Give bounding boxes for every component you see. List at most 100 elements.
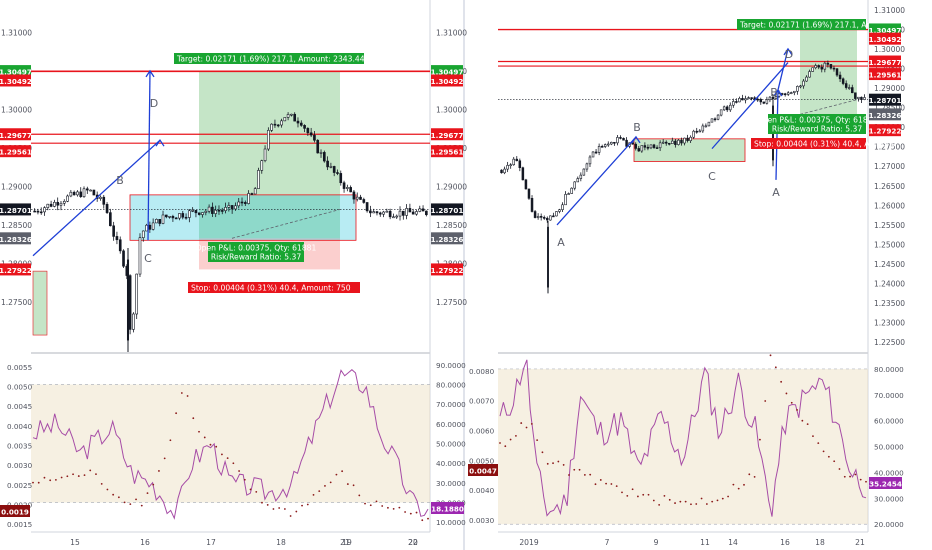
candle-body	[276, 124, 280, 127]
y-tick-label: 1.28500	[874, 104, 905, 113]
indicator-dot	[663, 494, 666, 497]
candle	[671, 137, 674, 144]
candle-body	[732, 101, 735, 106]
indicator-tick-right: 10.0000	[436, 518, 466, 527]
indicator-badge-right-bg	[869, 477, 902, 489]
candle	[661, 139, 665, 145]
indicator-dot	[381, 505, 384, 507]
candle-body	[214, 209, 218, 214]
y-tick-label: 1.29000	[874, 84, 905, 93]
candle	[512, 156, 515, 166]
candle-body	[395, 215, 399, 218]
candle-body	[253, 188, 257, 195]
candle	[346, 184, 349, 192]
candle-body	[744, 98, 747, 101]
y-tick-label: 1.29000	[436, 182, 467, 191]
indicator-dot	[272, 508, 275, 510]
candle-body	[46, 203, 50, 208]
candle-body	[610, 141, 613, 145]
candle	[683, 137, 686, 146]
candle-body	[701, 125, 705, 132]
candle-body	[43, 207, 46, 213]
indicator-tick-right: 40.0000	[436, 459, 466, 468]
indicator-dot	[198, 430, 200, 433]
left-price-badge-1.28326-bg	[0, 232, 31, 245]
candle-body	[352, 191, 356, 200]
y-tick-label: 1.22500	[874, 338, 905, 347]
indicator-dot	[711, 500, 714, 503]
indicator-dot	[106, 488, 109, 491]
pnl-label-bg	[208, 242, 304, 262]
candle-body	[267, 130, 270, 150]
y-tick-label: 1.27000	[874, 162, 905, 171]
candle-body	[603, 144, 607, 147]
y-tick-label: 1.27500	[436, 298, 467, 307]
indicator-dot	[37, 481, 40, 484]
candle-body	[372, 211, 376, 214]
candle	[181, 211, 185, 220]
indicator-dot	[812, 435, 814, 438]
candle	[148, 221, 152, 233]
arrow-head	[155, 139, 165, 147]
candle	[603, 143, 607, 149]
indicator-dot	[525, 426, 528, 429]
candle	[319, 149, 323, 158]
price-badge-1.30492-text: 1.30492	[431, 77, 464, 86]
indicator-dot	[568, 474, 570, 476]
price-badge-1.29677-text: 1.29677	[869, 58, 902, 67]
candle	[820, 64, 824, 73]
candle	[184, 213, 188, 220]
candle-body	[181, 213, 185, 218]
y-tick-label: 1.24500	[874, 260, 905, 269]
candle	[570, 187, 573, 194]
indicator-dot	[77, 475, 80, 477]
candle	[768, 95, 772, 103]
candle	[729, 102, 732, 113]
candle-body	[211, 206, 214, 214]
candle-body	[704, 125, 708, 128]
candle	[392, 213, 395, 219]
candle	[82, 186, 86, 198]
candle	[591, 151, 595, 158]
candle-body	[188, 210, 191, 218]
candle-body	[808, 71, 811, 78]
indicator-tick-right: 60.0000	[436, 420, 466, 429]
candle-body	[365, 202, 369, 212]
indicator-dot	[573, 468, 576, 471]
candle	[132, 312, 135, 333]
stop-label: Stop: 0.00404 (0.31%) 40.4, Amount:	[754, 140, 897, 149]
candle	[707, 121, 711, 127]
pattern-line	[777, 48, 789, 91]
candle	[220, 207, 224, 215]
candle-body	[555, 211, 558, 217]
indicator-dot	[727, 495, 729, 498]
candle-body	[509, 164, 512, 167]
candle-body	[820, 66, 824, 70]
candle-body	[835, 68, 839, 76]
indicator-dot	[32, 481, 34, 484]
candle	[99, 195, 102, 201]
candle-body	[854, 92, 857, 99]
indicator-dot	[785, 392, 788, 395]
indicator-dot	[146, 492, 149, 495]
indicator-dot	[509, 438, 512, 441]
candle-body	[750, 97, 753, 99]
pattern-label-C: C	[144, 252, 152, 265]
candle-body	[552, 215, 555, 218]
candle	[309, 127, 313, 138]
left-price-badge-1.27922-bg	[0, 263, 31, 276]
pattern-label-D: D	[785, 48, 793, 61]
price-badge-1.30497-text: 1.30497	[431, 68, 464, 77]
candle	[722, 105, 726, 112]
candle-body	[741, 98, 744, 101]
indicator-dot	[637, 495, 639, 498]
candle	[847, 84, 851, 90]
candle	[158, 219, 162, 227]
indicator-dot	[594, 483, 597, 486]
candle-body	[148, 224, 152, 230]
x-tick-label: 15	[70, 538, 80, 547]
candle-body	[547, 226, 549, 288]
candle-body	[561, 204, 564, 210]
candle-body	[319, 152, 323, 154]
candle-body	[145, 224, 148, 232]
